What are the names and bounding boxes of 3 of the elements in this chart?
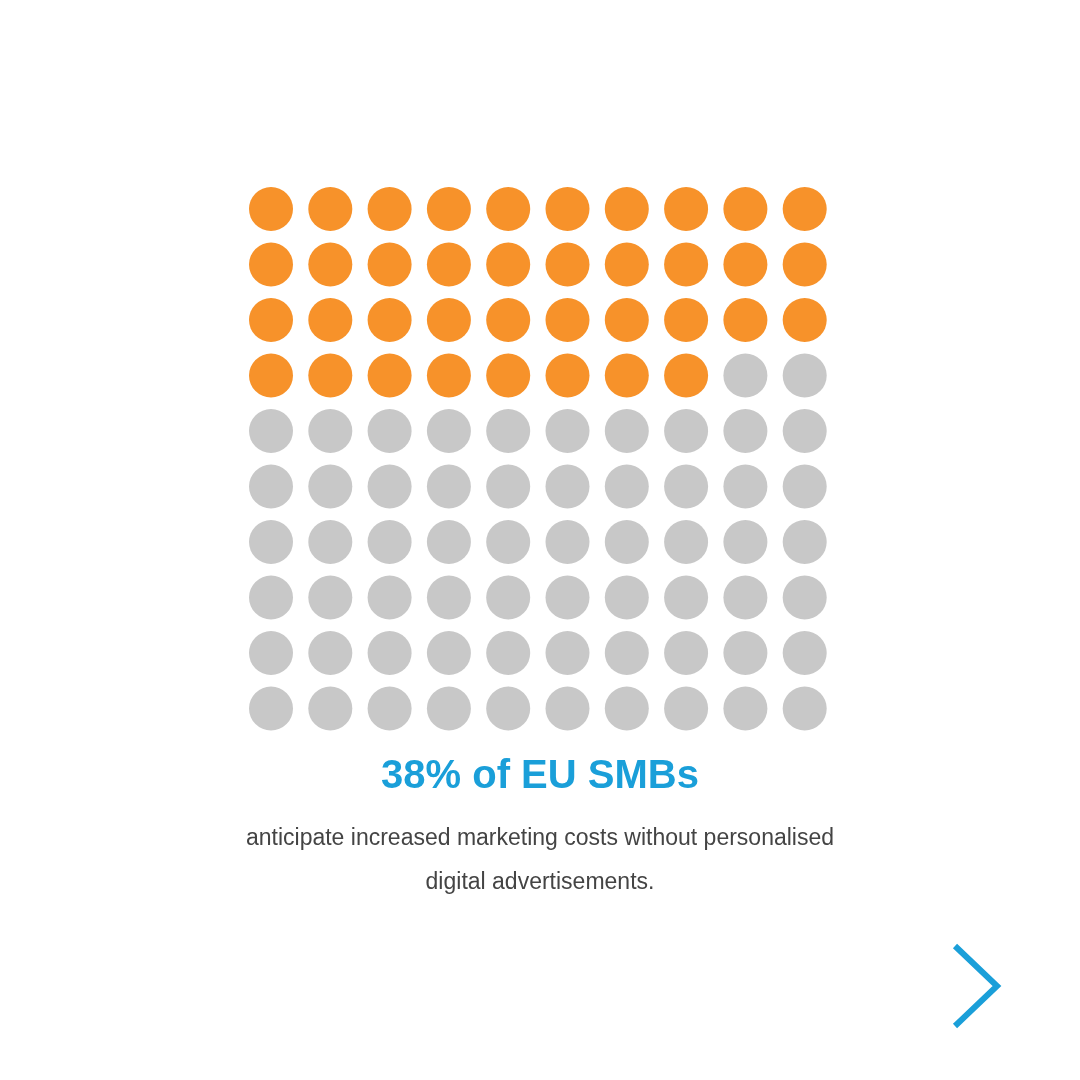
text: anticipate increased marketing costs without personalised digital advertisements.: [244, 823, 836, 896]
text: of EU SMBs: [472, 752, 699, 796]
data-label: 38%: [381, 752, 462, 796]
